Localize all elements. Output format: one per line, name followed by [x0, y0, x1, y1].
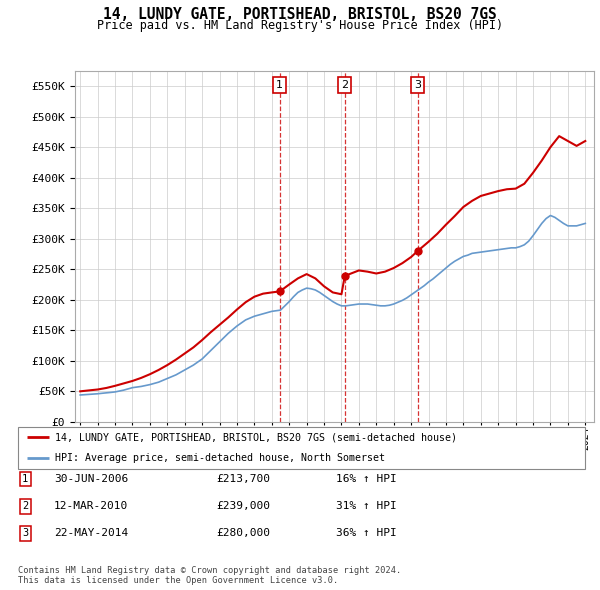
- Text: 31% ↑ HPI: 31% ↑ HPI: [336, 502, 397, 511]
- Text: 14, LUNDY GATE, PORTISHEAD, BRISTOL, BS20 7GS: 14, LUNDY GATE, PORTISHEAD, BRISTOL, BS2…: [103, 7, 497, 22]
- Text: 12-MAR-2010: 12-MAR-2010: [54, 502, 128, 511]
- Text: HPI: Average price, semi-detached house, North Somerset: HPI: Average price, semi-detached house,…: [55, 454, 385, 463]
- Text: 14, LUNDY GATE, PORTISHEAD, BRISTOL, BS20 7GS (semi-detached house): 14, LUNDY GATE, PORTISHEAD, BRISTOL, BS2…: [55, 432, 457, 442]
- Text: 16% ↑ HPI: 16% ↑ HPI: [336, 474, 397, 484]
- Text: £213,700: £213,700: [216, 474, 270, 484]
- Text: Contains HM Land Registry data © Crown copyright and database right 2024.: Contains HM Land Registry data © Crown c…: [18, 566, 401, 575]
- Text: 22-MAY-2014: 22-MAY-2014: [54, 529, 128, 538]
- Text: 2: 2: [341, 80, 349, 90]
- Text: 36% ↑ HPI: 36% ↑ HPI: [336, 529, 397, 538]
- Text: 3: 3: [414, 80, 421, 90]
- Text: £280,000: £280,000: [216, 529, 270, 538]
- FancyBboxPatch shape: [18, 427, 585, 469]
- Text: 2: 2: [22, 502, 28, 511]
- Text: This data is licensed under the Open Government Licence v3.0.: This data is licensed under the Open Gov…: [18, 576, 338, 585]
- Text: Price paid vs. HM Land Registry's House Price Index (HPI): Price paid vs. HM Land Registry's House …: [97, 19, 503, 32]
- Text: 1: 1: [22, 474, 28, 484]
- Text: £239,000: £239,000: [216, 502, 270, 511]
- Text: 1: 1: [277, 80, 283, 90]
- Text: 30-JUN-2006: 30-JUN-2006: [54, 474, 128, 484]
- Text: 3: 3: [22, 529, 28, 538]
